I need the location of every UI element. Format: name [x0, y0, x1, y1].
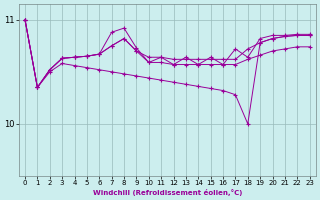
- X-axis label: Windchill (Refroidissement éolien,°C): Windchill (Refroidissement éolien,°C): [93, 189, 242, 196]
